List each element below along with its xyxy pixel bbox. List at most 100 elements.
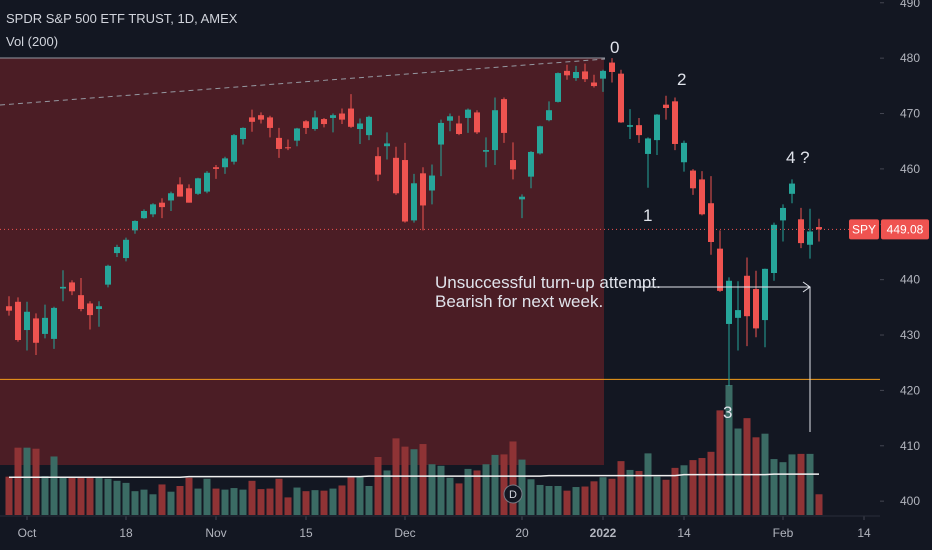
volume-bar [140, 489, 148, 515]
volume-bar [419, 444, 427, 515]
volume-bar [329, 488, 337, 515]
candle-body [6, 306, 12, 311]
candle-body [87, 303, 93, 316]
x-tick-label: 18 [119, 526, 133, 540]
volume-bar [581, 486, 589, 515]
volume-bar [149, 494, 157, 515]
candle-body [789, 183, 795, 194]
volume-bar [5, 476, 13, 515]
volume-bar [320, 490, 328, 515]
volume-bar [284, 497, 292, 515]
volume-bar [257, 489, 265, 515]
volume-bar [131, 491, 139, 515]
price-box [881, 219, 929, 240]
annotation: 2 [677, 70, 686, 89]
volume-bar [626, 469, 634, 515]
candle-body [258, 115, 264, 120]
candle-body [510, 160, 516, 170]
volume-bar [194, 488, 202, 515]
candle-body [204, 172, 210, 192]
candle-body [60, 286, 66, 289]
volume-bar [455, 483, 463, 515]
volume-bar [608, 478, 616, 515]
candle-body [537, 126, 543, 154]
volume-bar [113, 480, 121, 515]
volume-bar [365, 485, 373, 515]
x-tick-label: 14 [857, 526, 871, 540]
volume-bar [806, 453, 814, 515]
volume-bar [347, 477, 355, 515]
candle-body [807, 231, 813, 245]
candle-body [276, 137, 282, 149]
candle-body [816, 227, 822, 230]
candle-body [555, 73, 561, 102]
candle-body [132, 220, 138, 231]
volume-bar [545, 485, 553, 515]
volume-bar [158, 484, 166, 515]
candle-body [672, 101, 678, 144]
candle-body [744, 275, 750, 317]
candle-body [474, 112, 480, 133]
candle-body [609, 62, 615, 72]
dividend-marker[interactable] [503, 484, 523, 504]
volume-bar [68, 477, 76, 515]
candle-body [105, 265, 111, 285]
volume-bar [230, 488, 238, 515]
candle-body [717, 248, 723, 291]
candle-body [483, 150, 489, 152]
candle-body [195, 178, 201, 194]
y-tick-label: 400 [900, 494, 920, 508]
volume-bar [815, 494, 823, 515]
candle-body [519, 196, 525, 200]
volume-bar [77, 477, 85, 515]
candle-body [96, 306, 102, 309]
candle-body [699, 179, 705, 215]
candle-body [438, 122, 444, 145]
volume-bar [356, 477, 364, 515]
candle-body [771, 224, 777, 274]
candle-body [447, 116, 453, 121]
candle-body [177, 184, 183, 197]
volume-bar [383, 470, 391, 515]
candle-body [42, 317, 48, 334]
candle-body [159, 202, 165, 208]
candle-body [564, 70, 570, 76]
candle-body [150, 204, 156, 215]
volume-bar [374, 456, 382, 515]
volume-bar [653, 476, 661, 515]
volume-bar [50, 456, 58, 515]
candle-body [573, 71, 579, 79]
volume-title: Vol (200) [6, 34, 58, 49]
volume-bar [518, 459, 526, 515]
candle-body [456, 123, 462, 135]
candle-body [213, 167, 219, 169]
candle-body [240, 127, 246, 139]
volume-bar [167, 491, 175, 515]
volume-bar [671, 467, 679, 515]
volume-bar [437, 465, 445, 515]
candle-body [420, 173, 426, 206]
volume-bar [59, 477, 67, 515]
volume-bar [122, 482, 130, 515]
volume-bar [311, 490, 319, 515]
trend-line [0, 58, 606, 106]
y-tick-label: 470 [900, 107, 920, 121]
dividend-label: D [509, 489, 517, 501]
volume-bar [644, 453, 652, 515]
volume-bar [104, 478, 112, 515]
symbol-label: SPY [852, 222, 876, 236]
volume-bar [707, 451, 715, 515]
x-tick-label: Dec [394, 526, 415, 540]
annotation: 0 [610, 38, 619, 57]
volume-bar [338, 485, 346, 515]
volume-bar [473, 470, 481, 515]
volume-bar [662, 479, 670, 515]
candle-body [357, 123, 363, 130]
candle-body [51, 307, 57, 339]
candle-body [24, 311, 30, 331]
volume-bar [86, 477, 94, 515]
candle-body [330, 115, 336, 118]
volume-bar [563, 490, 571, 515]
volume-bar [302, 491, 310, 515]
